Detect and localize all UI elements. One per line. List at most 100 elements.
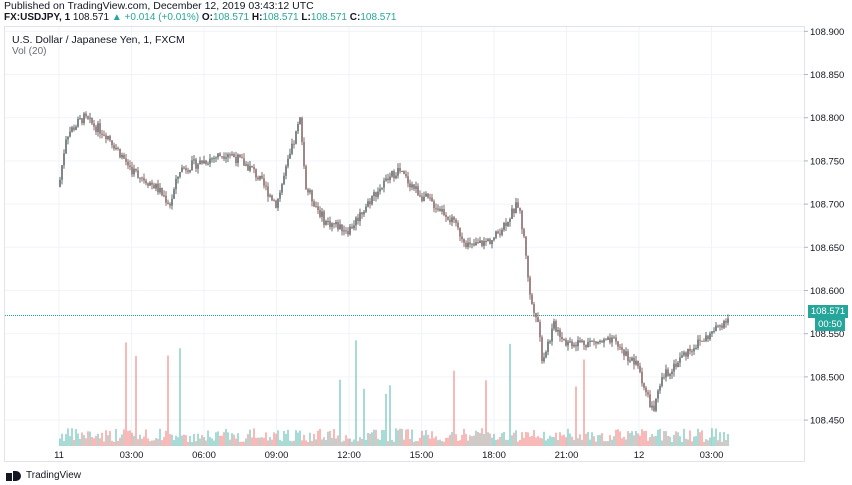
candle-body: [615, 337, 617, 342]
volume-bar: [535, 437, 537, 446]
volume-bar: [453, 370, 455, 446]
candle-body: [705, 335, 707, 341]
volume-bar: [155, 438, 157, 446]
candle-body: [379, 188, 381, 192]
y-tick-label: 108.850: [810, 70, 844, 81]
candle-body: [381, 187, 383, 189]
volume-bar: [245, 438, 247, 446]
footer-brand[interactable]: TradingView: [6, 470, 81, 481]
volume-bar: [153, 440, 155, 446]
volume-bar: [673, 434, 675, 446]
volume-bar: [361, 438, 363, 446]
volume-bar: [533, 429, 535, 446]
volume-bar: [685, 438, 687, 446]
candle-body: [565, 339, 567, 346]
candle-body: [643, 383, 645, 388]
volume-bar: [513, 432, 515, 446]
volume-bar: [81, 432, 83, 446]
candle-body: [405, 174, 407, 177]
volume-bar: [439, 439, 441, 446]
candle-body: [67, 136, 69, 140]
candle-body: [525, 236, 527, 256]
volume-bar: [651, 434, 653, 446]
candle-body: [185, 168, 187, 171]
candle-body: [473, 243, 475, 246]
volume-bar: [327, 431, 329, 446]
volume-bar: [467, 440, 469, 446]
volume-bar: [529, 436, 531, 446]
volume-bar: [429, 438, 431, 446]
candle-body: [491, 240, 493, 245]
open-label: O:: [201, 12, 213, 23]
volume-bar: [713, 436, 715, 446]
volume-bar: [399, 428, 401, 446]
candle-body: [205, 160, 207, 164]
volume-bar: [351, 441, 353, 446]
candle-body: [455, 219, 457, 223]
candle-body: [679, 357, 681, 363]
volume-bar: [129, 430, 131, 446]
candle-body: [247, 164, 249, 171]
legend-volume: Vol (20): [12, 46, 47, 57]
open-value: 108.571: [212, 12, 250, 23]
volume-bar: [665, 431, 667, 446]
candle-body: [97, 123, 99, 132]
candle-body: [211, 158, 213, 160]
volume-bar: [65, 434, 67, 446]
candle-body: [319, 210, 321, 217]
candle-body: [193, 159, 195, 161]
candle-body: [263, 178, 265, 186]
candle-body: [577, 340, 579, 347]
candle-body: [167, 202, 169, 204]
volume-bar: [403, 439, 405, 446]
volume-bar: [445, 438, 447, 446]
volume-bar: [455, 434, 457, 446]
volume-bar: [219, 435, 221, 446]
volume-bar: [231, 433, 233, 446]
volume-bar: [711, 428, 713, 446]
candle-body: [691, 351, 693, 353]
candle-body: [647, 392, 649, 395]
candle-body: [609, 337, 611, 343]
volume-bar: [253, 428, 255, 446]
candle-body: [559, 329, 561, 338]
candle-body: [425, 193, 427, 197]
candle-body: [447, 216, 449, 220]
candle-body: [127, 161, 129, 166]
volume-bar: [241, 441, 243, 446]
volume-bar: [309, 432, 311, 446]
candle-body: [303, 141, 305, 167]
volume-bar: [141, 438, 143, 446]
volume-bar: [499, 436, 501, 446]
volume-bar: [695, 436, 697, 446]
x-tick-label: 03:00: [120, 450, 144, 461]
candle-body: [369, 201, 371, 205]
candle-body: [161, 187, 163, 196]
volume-bar: [251, 437, 253, 446]
candle-body: [393, 171, 395, 179]
candle-body: [163, 195, 165, 197]
volume-bar: [569, 433, 571, 446]
candle-body: [603, 339, 605, 343]
volume-bar: [687, 439, 689, 446]
volume-bar: [475, 430, 477, 446]
x-tick-label: 18:00: [482, 450, 506, 461]
candle-body: [179, 172, 181, 177]
volume-bar: [659, 428, 661, 446]
candle-body: [339, 224, 341, 230]
volume-bar: [139, 434, 141, 446]
volume-bar: [79, 438, 81, 446]
candle-body: [529, 277, 531, 295]
volume-bar: [181, 435, 183, 446]
candle-body: [77, 119, 79, 127]
volume-bar: [715, 428, 717, 446]
volume-bar: [111, 440, 113, 446]
volume-bar: [679, 436, 681, 446]
volume-bar: [125, 342, 127, 446]
candle-body: [703, 340, 705, 342]
volume-bar: [213, 440, 215, 446]
volume-bar: [105, 430, 107, 446]
x-tick-label: 11: [54, 450, 64, 461]
candle-body: [487, 239, 489, 242]
